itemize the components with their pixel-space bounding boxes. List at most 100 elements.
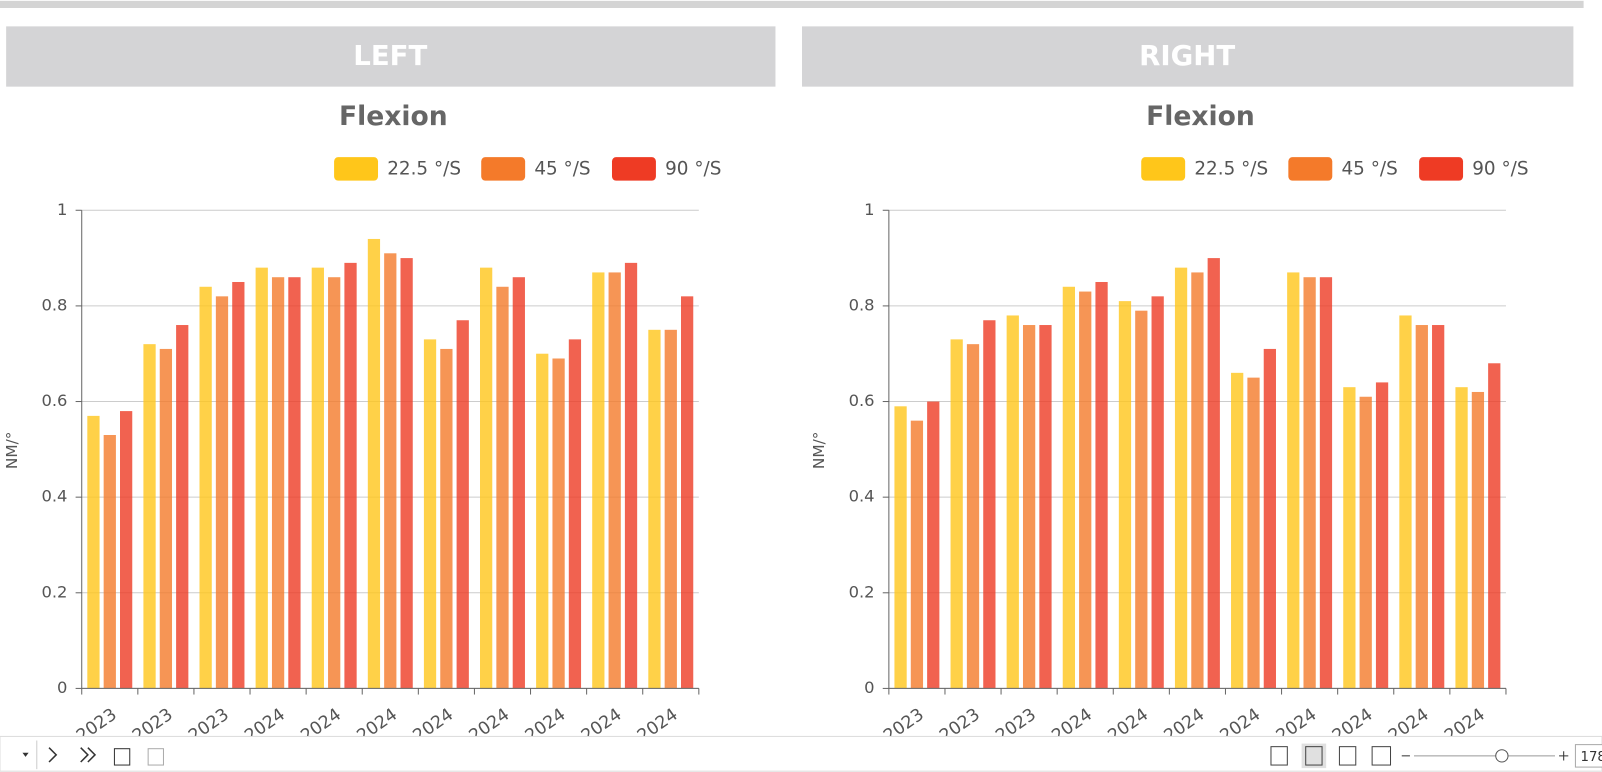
bar bbox=[367, 238, 381, 689]
y-tick-label: 0 bbox=[864, 678, 874, 697]
view-icon[interactable] bbox=[1270, 746, 1288, 766]
view-icon[interactable] bbox=[1338, 746, 1357, 766]
panel-header bbox=[802, 26, 1574, 87]
bar bbox=[664, 329, 677, 689]
zoom-box[interactable] bbox=[1574, 744, 1602, 768]
bar bbox=[496, 286, 509, 689]
bar bbox=[1022, 325, 1036, 689]
bar bbox=[1359, 396, 1372, 689]
y-tick-label: 1 bbox=[57, 200, 67, 219]
last-icon[interactable] bbox=[80, 747, 97, 763]
bar bbox=[512, 277, 525, 689]
bar bbox=[1174, 267, 1188, 689]
page-icon[interactable] bbox=[147, 748, 164, 766]
legend-label: 22.5 °/S bbox=[387, 158, 461, 179]
charts: Flexion NM/° 22.5 °/S 45 °/S 90 °/S 0 0.2 0.4 0.… bbox=[3, 101, 1529, 737]
bar bbox=[648, 329, 661, 689]
zoom-in[interactable] bbox=[1559, 751, 1569, 761]
bar bbox=[1135, 310, 1148, 689]
bar bbox=[1151, 296, 1164, 689]
bar bbox=[1191, 272, 1204, 689]
page-icon[interactable] bbox=[113, 748, 131, 766]
bar bbox=[480, 267, 493, 689]
bar bbox=[1399, 315, 1412, 689]
y-tick-label: 0.6 bbox=[849, 391, 875, 410]
bar bbox=[680, 296, 694, 689]
chart-title: Flexion bbox=[1146, 101, 1255, 132]
y-tick-label: 1 bbox=[864, 200, 874, 219]
view-icon[interactable] bbox=[1305, 746, 1323, 766]
bar bbox=[311, 267, 324, 689]
bar bbox=[1432, 325, 1445, 689]
bar bbox=[536, 353, 549, 689]
top-bar bbox=[0, 0, 1584, 8]
bar bbox=[344, 262, 357, 689]
bar bbox=[271, 277, 285, 689]
bar bbox=[1039, 325, 1052, 689]
legend-swatch bbox=[1288, 157, 1333, 181]
bar bbox=[624, 262, 638, 689]
bar bbox=[1207, 258, 1220, 689]
y-tick-label: 0.6 bbox=[41, 391, 67, 410]
bar bbox=[1343, 387, 1356, 689]
y-tick-label: 0.4 bbox=[41, 487, 67, 506]
bar bbox=[894, 406, 907, 689]
bar bbox=[255, 267, 268, 689]
y-axis-label: NM/° bbox=[810, 432, 828, 469]
chart-title: Flexion bbox=[339, 101, 448, 132]
bar bbox=[1263, 348, 1276, 689]
bar bbox=[1095, 281, 1108, 689]
bar bbox=[1455, 387, 1468, 689]
bar bbox=[1375, 382, 1389, 689]
panel-header bbox=[6, 26, 776, 87]
bar bbox=[400, 258, 413, 689]
bar bbox=[568, 339, 582, 689]
bar bbox=[1231, 372, 1244, 689]
bar bbox=[950, 339, 963, 689]
bar bbox=[592, 272, 605, 689]
bar bbox=[983, 320, 996, 689]
bar bbox=[1062, 286, 1075, 689]
legend-label: 22.5 °/S bbox=[1194, 158, 1268, 179]
y-tick-label: 0.2 bbox=[41, 582, 67, 601]
bar bbox=[552, 358, 565, 689]
bar bbox=[456, 320, 469, 689]
next-icon[interactable] bbox=[48, 747, 58, 763]
legend-label: 90 °/S bbox=[665, 158, 721, 179]
view-icon[interactable] bbox=[1371, 746, 1392, 766]
bar bbox=[87, 415, 100, 689]
bar bbox=[159, 348, 173, 689]
bar bbox=[1287, 272, 1300, 689]
bar bbox=[966, 344, 980, 689]
bar bbox=[1415, 325, 1428, 689]
bar bbox=[1079, 291, 1092, 689]
bar bbox=[440, 348, 453, 689]
bar bbox=[176, 325, 189, 689]
bar bbox=[384, 253, 397, 689]
bar bbox=[215, 296, 229, 689]
y-tick-label: 0.2 bbox=[849, 582, 875, 601]
legend-swatch bbox=[334, 157, 379, 181]
bar bbox=[927, 401, 940, 689]
bar bbox=[608, 272, 621, 689]
bar bbox=[423, 339, 437, 689]
legend-label: 90 °/S bbox=[1472, 158, 1528, 179]
bar bbox=[120, 411, 133, 689]
dropdown-icon[interactable] bbox=[22, 752, 29, 757]
bar bbox=[232, 281, 245, 689]
zoom-handle[interactable] bbox=[1495, 749, 1509, 763]
zoom-value: 178 bbox=[1581, 750, 1602, 765]
legend-label: 45 °/S bbox=[1341, 158, 1397, 179]
legend-swatch bbox=[611, 157, 656, 181]
y-tick-label: 0 bbox=[57, 678, 67, 697]
bar bbox=[199, 286, 212, 689]
legend-swatch bbox=[1141, 157, 1186, 181]
y-axis-label: NM/° bbox=[3, 432, 21, 469]
y-tick-label: 0.8 bbox=[849, 295, 875, 314]
bar bbox=[1118, 301, 1132, 689]
y-tick-label: 0.4 bbox=[849, 487, 875, 506]
bar bbox=[143, 344, 156, 689]
legend-label: 45 °/S bbox=[534, 158, 590, 179]
